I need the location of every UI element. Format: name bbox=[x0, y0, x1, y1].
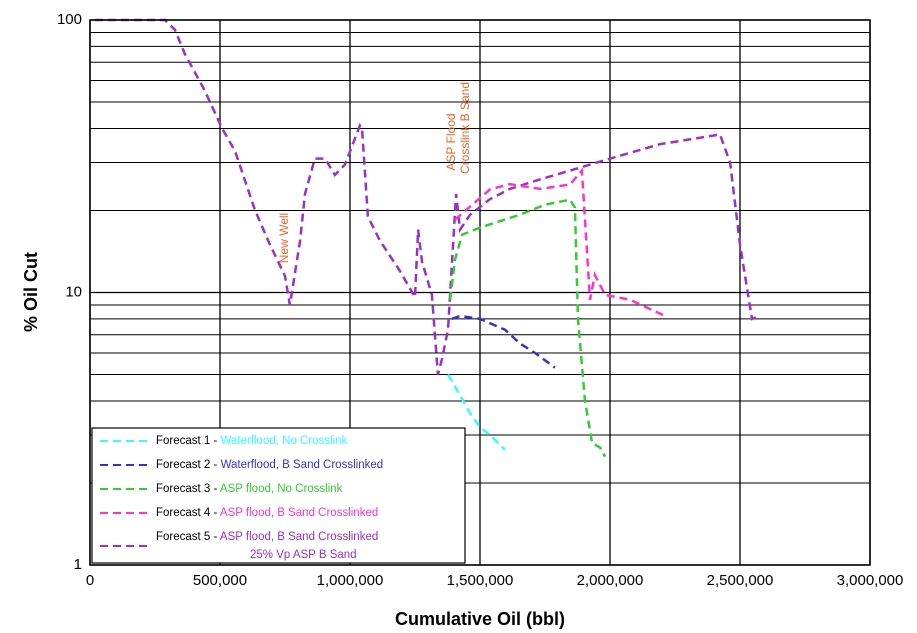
x-tick-label: 2,000,000 bbox=[577, 572, 644, 589]
x-tick-label: 2,500,000 bbox=[707, 572, 774, 589]
legend-note: 25% Vp ASP B Sand bbox=[250, 549, 357, 561]
legend: Forecast 1 - Waterflood, No Crosslink For… bbox=[91, 427, 466, 564]
series-line bbox=[448, 198, 607, 458]
series-lines bbox=[94, 18, 761, 458]
legend-label: Forecast 1 - Waterflood, No Crosslink bbox=[156, 435, 348, 447]
y-axis-title: % Oil Cut bbox=[21, 252, 41, 332]
x-axis-title: Cumulative Oil (bbl) bbox=[395, 609, 565, 629]
legend-label: Forecast 2 - Waterflood, B Sand Crosslin… bbox=[156, 459, 383, 471]
x-tick-label: 500,000 bbox=[193, 572, 247, 589]
legend-box bbox=[91, 427, 466, 564]
annotation: Crosslink B Sand bbox=[458, 82, 472, 174]
y-tick-label: 1 bbox=[74, 556, 82, 573]
legend-label: Forecast 3 - ASP flood, No Crosslink bbox=[156, 483, 343, 495]
y-tick-label: 10 bbox=[65, 283, 82, 300]
plot-frame bbox=[89, 19, 871, 566]
series-line bbox=[454, 167, 666, 318]
legend-label: Forecast 5 - ASP flood, B Sand Crosslink… bbox=[156, 531, 378, 543]
y-tick-label: 100 bbox=[57, 11, 82, 28]
x-tick-label: 0 bbox=[86, 572, 94, 589]
x-tick-label: 1,000,000 bbox=[317, 572, 384, 589]
x-tick-label: 1,500,000 bbox=[447, 572, 514, 589]
series-line bbox=[451, 314, 556, 369]
series-line bbox=[446, 373, 506, 451]
grid bbox=[89, 19, 871, 566]
annotation: ASP Flood bbox=[444, 113, 458, 170]
series-line bbox=[94, 18, 761, 375]
legend-label: Forecast 4 - ASP flood, B Sand Crosslink… bbox=[156, 507, 378, 519]
x-tick-label: 3,000,000 bbox=[837, 572, 904, 589]
annotation: New Well bbox=[277, 213, 291, 263]
